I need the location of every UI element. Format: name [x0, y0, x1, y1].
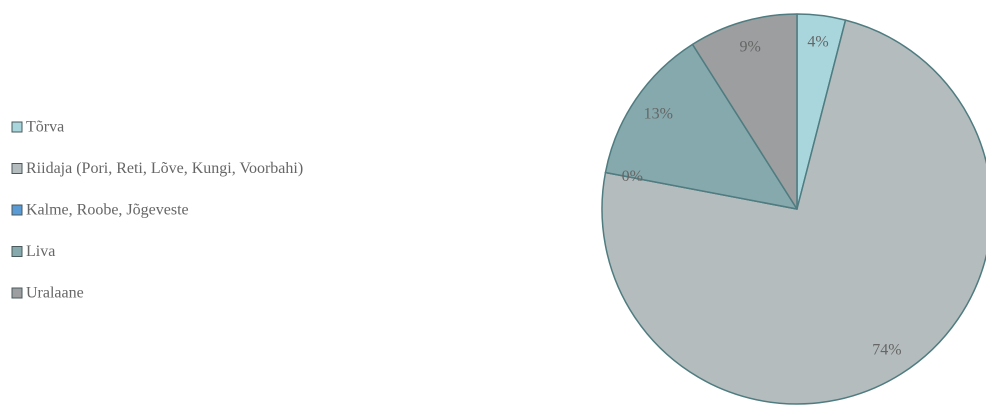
data-label: 0% [622, 168, 643, 185]
data-label: 74% [872, 341, 901, 358]
data-label: 13% [644, 105, 673, 122]
legend-swatch [11, 287, 23, 299]
legend-swatch [11, 163, 23, 174]
legend-label: Tõrva [26, 119, 64, 136]
legend-label: Riidaja (Pori, Reti, Lõve, Kungi, Voorba… [26, 160, 303, 177]
data-label: 9% [740, 39, 761, 56]
data-label: 4% [807, 33, 828, 50]
legend-swatch [11, 121, 23, 133]
pie-slice [601, 19, 986, 405]
legend-label: Uralaane [26, 285, 84, 302]
legend-label: Liva [26, 243, 55, 260]
legend-swatch [11, 204, 23, 216]
legend-label: Kalme, Roobe, Jõgeveste [26, 202, 189, 219]
pie-slice [691, 13, 798, 210]
legend-swatch [11, 246, 23, 257]
pie-slice [604, 43, 798, 210]
